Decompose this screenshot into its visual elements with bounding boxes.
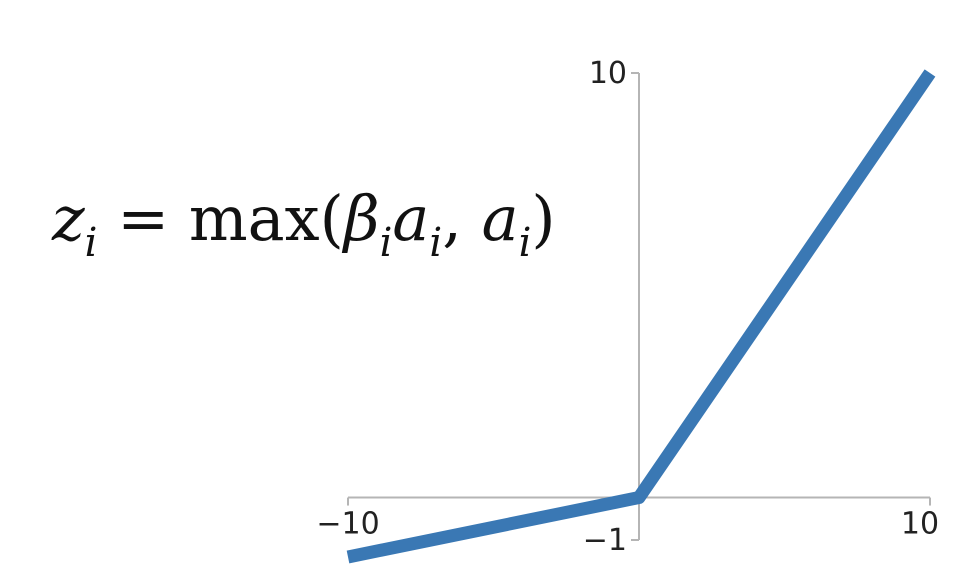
x-tick-label: −10 <box>316 507 379 542</box>
formula-a1: a <box>392 182 430 255</box>
x-tick-label: 10 <box>901 507 939 542</box>
y-tick-label: 10 <box>589 56 627 91</box>
y-tick-label: −1 <box>583 523 627 558</box>
series-line <box>346 69 936 564</box>
formula-lhs-var: z <box>52 182 85 255</box>
formula-beta: β <box>343 182 380 255</box>
formula-equals: = <box>117 182 170 255</box>
formula-close: ) <box>531 182 556 255</box>
formula-a2: a <box>481 182 519 255</box>
formula-comma: , <box>442 182 462 255</box>
formula-max: max( <box>188 182 344 255</box>
prelu-formula: zi = max(βiai, ai) <box>52 188 556 264</box>
formula-lhs-sub: i <box>84 220 98 266</box>
formula-a2-sub: i <box>518 220 532 266</box>
formula-beta-sub: i <box>379 220 393 266</box>
formula-a1-sub: i <box>429 220 443 266</box>
